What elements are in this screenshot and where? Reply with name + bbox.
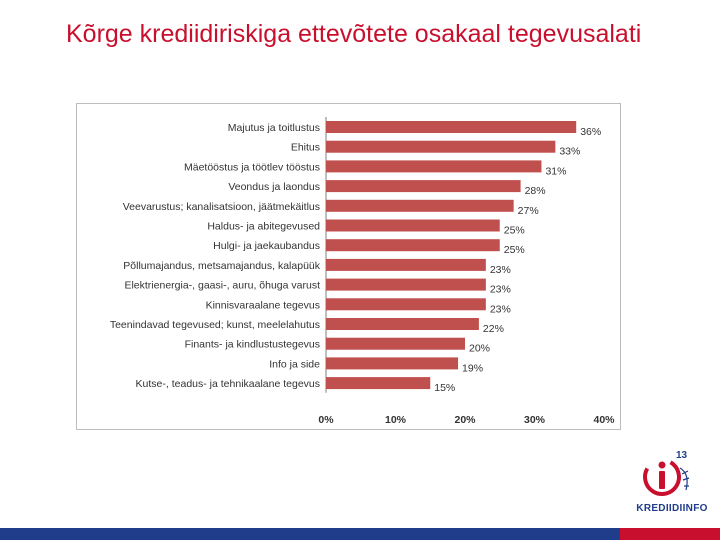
- data-label: 28%: [525, 185, 546, 197]
- data-label: 23%: [490, 303, 511, 315]
- bar: [326, 219, 500, 232]
- krediidiinfo-logo: 13 KREDIIDIINFO: [632, 450, 712, 522]
- bar: [326, 121, 577, 133]
- x-tick-label: 10%: [385, 414, 407, 426]
- x-tick-label: 0%: [318, 414, 334, 426]
- bar: [326, 377, 431, 390]
- bar: [326, 318, 479, 330]
- logo-wordmark: KREDIIDIINFO: [636, 503, 708, 514]
- data-label: 22%: [483, 323, 504, 335]
- category-label: Haldus- ja abitegevused: [207, 221, 320, 233]
- footer-band-blue: [0, 528, 720, 540]
- data-label: 31%: [545, 165, 566, 177]
- bar: [326, 180, 521, 193]
- x-tick-label: 30%: [524, 414, 546, 426]
- logo-mark-icon: [643, 458, 690, 496]
- category-label: Info ja side: [269, 358, 320, 370]
- category-label: Finants- ja kindlustustegevus: [185, 339, 320, 351]
- bar: [326, 258, 486, 271]
- bar: [326, 337, 465, 350]
- bar: [326, 357, 459, 370]
- category-label: Majutus ja toitlustus: [228, 122, 320, 134]
- category-label: Veondus ja laondus: [228, 181, 320, 193]
- bar: [326, 199, 514, 212]
- x-tick-label: 40%: [593, 414, 615, 426]
- bar: [326, 298, 486, 311]
- category-label: Kutse-, teadus- ja tehnikaalane tegevus: [136, 378, 320, 390]
- data-label: 15%: [434, 382, 455, 394]
- data-label: 27%: [518, 205, 539, 217]
- data-label: 20%: [469, 343, 490, 355]
- data-label: 36%: [580, 126, 601, 138]
- bar: [326, 160, 542, 173]
- bar: [326, 239, 500, 252]
- data-label: 33%: [559, 146, 580, 158]
- category-label: Teenindavad tegevused; kunst, meelelahut…: [110, 319, 320, 331]
- chart-frame: Majutus ja toitlustus 36% Ehitus 33% Mäetöös…: [76, 103, 621, 430]
- slide-title: Kõrge krediidiriskiga ettevõtete osakaal…: [66, 20, 642, 48]
- data-label: 25%: [504, 244, 525, 256]
- data-label: 19%: [462, 362, 483, 374]
- bar-chart: Majutus ja toitlustus 36% Ehitus 33% Mäetöös…: [110, 117, 615, 426]
- anniversary-number: 13: [676, 450, 688, 461]
- category-label: Mäetööstus ja töötlev tööstus: [184, 161, 320, 173]
- category-label: Veevarustus; kanalisatsioon, jäätmekäitl…: [123, 201, 320, 213]
- category-label: Hulgi- ja jaekaubandus: [213, 240, 320, 252]
- category-label: Elektrienergia-, gaasi-, auru, õhuga var…: [124, 280, 320, 292]
- data-label: 23%: [490, 284, 511, 296]
- category-label: Kinnisvaraalane tegevus: [206, 299, 320, 311]
- data-label: 25%: [504, 225, 525, 237]
- category-label: Põllumajandus, metsamajandus, kalapüük: [123, 260, 320, 272]
- bar: [326, 140, 556, 153]
- data-label: 23%: [490, 264, 511, 276]
- bar: [326, 278, 486, 291]
- footer-band-red: [620, 528, 720, 540]
- x-tick-label: 20%: [454, 414, 476, 426]
- category-label: Ehitus: [291, 142, 320, 154]
